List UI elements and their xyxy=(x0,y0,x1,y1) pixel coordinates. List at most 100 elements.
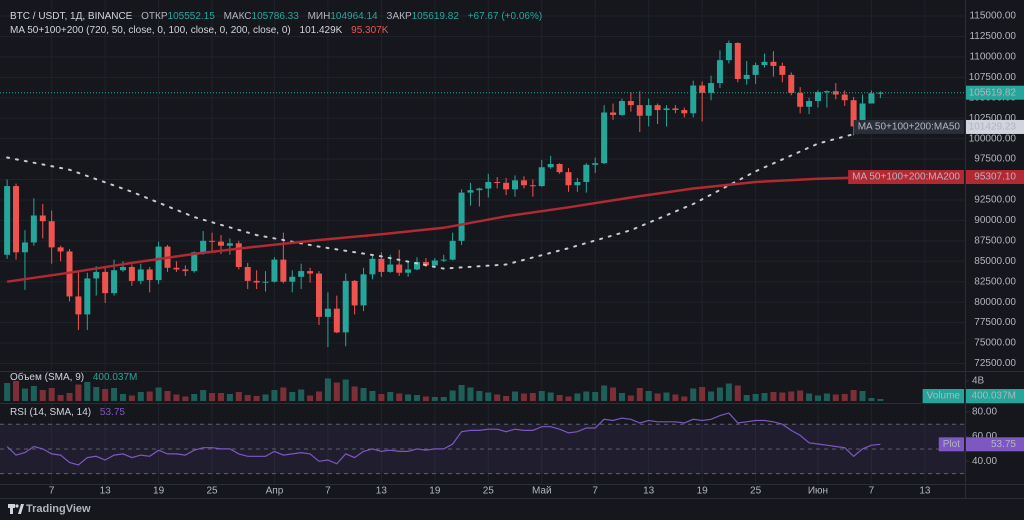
volume-bar xyxy=(636,388,643,401)
ma-name-label: MA 50+100+200:MA200 xyxy=(852,172,960,183)
rsi-title: RSI (14, SMA, 14) xyxy=(10,407,91,418)
volume-bar xyxy=(324,378,331,401)
candle-body xyxy=(75,296,82,315)
volume-bar xyxy=(583,391,590,401)
volume-bar xyxy=(681,396,688,401)
volume-value: 400.037M xyxy=(93,372,137,383)
volume-bar xyxy=(360,388,367,401)
ma-title: MA 50+100+200 (720, 50, close, 0, 100, c… xyxy=(10,25,291,36)
y-tick-label: 72500.00 xyxy=(974,358,1016,369)
y-tick-label: 85000.00 xyxy=(974,256,1016,267)
candle-body xyxy=(734,43,741,79)
candle-body xyxy=(752,65,759,75)
candle-body xyxy=(111,270,118,294)
x-tick-label: Май xyxy=(532,486,552,497)
volume-bar xyxy=(235,392,242,401)
candle-body xyxy=(200,240,207,253)
candle-body xyxy=(850,100,857,127)
volume-bar xyxy=(262,394,269,401)
volume-bar xyxy=(307,395,314,401)
volume-bar xyxy=(119,394,126,401)
volume-bar xyxy=(877,398,884,401)
x-tick-label: 19 xyxy=(697,486,709,497)
volume-bar xyxy=(512,391,519,401)
candle-body xyxy=(48,221,55,248)
close-label: ЗАКР xyxy=(386,11,412,22)
candle-body xyxy=(422,262,429,266)
candle-body xyxy=(253,280,260,283)
volume-bar xyxy=(217,393,224,401)
volume-bar xyxy=(137,392,144,401)
candle-body xyxy=(797,92,804,107)
y-tick-label: 97500.00 xyxy=(974,154,1016,165)
candle-body xyxy=(512,180,519,190)
y-tick-label: 87500.00 xyxy=(974,235,1016,246)
candle-body xyxy=(494,181,501,183)
labels-layer: 7 13 19 25 Апр 7 13 19 25 Май 7 13 19 25 Июн 7 13 72500.0… xyxy=(49,11,1024,497)
volume-bar xyxy=(699,387,706,401)
volume-bar xyxy=(378,394,385,401)
y-tick-label: 80000.00 xyxy=(974,297,1016,308)
volume-bar xyxy=(57,395,64,401)
open-value: 105552.15 xyxy=(168,11,216,22)
candle-body xyxy=(467,190,474,193)
volume-bar xyxy=(814,395,821,401)
volume-tick-label: 4B xyxy=(972,376,985,387)
x-tick-label: 25 xyxy=(750,486,762,497)
volume-bar xyxy=(253,396,260,401)
volume-bar xyxy=(788,391,795,401)
volume-bar xyxy=(520,393,527,401)
last-price-label: 105619.82 xyxy=(969,87,1017,98)
candle-body xyxy=(610,112,617,115)
candle-body xyxy=(21,242,28,253)
candle-body xyxy=(333,308,340,333)
volume-name-label: Volume xyxy=(927,391,961,402)
candle-body xyxy=(618,101,625,115)
volume-bar xyxy=(146,391,153,401)
x-tick-label: Июн xyxy=(808,486,828,497)
volume-bar xyxy=(405,394,412,401)
volume-bar xyxy=(440,397,447,401)
candle-body xyxy=(841,94,848,101)
candle-body xyxy=(351,280,358,306)
volume-bar xyxy=(725,383,732,401)
volume-bar xyxy=(111,388,118,401)
candle-body xyxy=(743,74,750,79)
candle-body xyxy=(235,243,242,267)
candle-body xyxy=(503,182,510,190)
candle-body xyxy=(520,180,527,186)
volume-bar xyxy=(832,394,839,401)
volume-bar xyxy=(823,393,830,401)
volume-bar xyxy=(200,390,207,401)
candle-body xyxy=(431,260,438,266)
candle-body xyxy=(342,280,349,333)
rsi-tick-label: 40.00 xyxy=(972,456,997,467)
ma-axis-label-box xyxy=(966,119,1024,134)
x-tick-label: 13 xyxy=(919,486,931,497)
candle-body xyxy=(761,61,768,66)
candle-body xyxy=(654,105,661,111)
candle-body xyxy=(788,74,795,93)
volume-bar xyxy=(21,388,28,401)
ma200-value: 95.307K xyxy=(351,25,389,36)
x-tick-label: 13 xyxy=(100,486,112,497)
volume-bar xyxy=(503,396,510,401)
symbol-title: BTC / USDT, 1Д, BINANCE xyxy=(10,11,133,22)
candle-body xyxy=(146,269,153,281)
candle-body xyxy=(859,103,866,127)
volume-bar xyxy=(396,393,403,401)
volume-bar xyxy=(182,396,189,401)
volume-bar xyxy=(761,393,768,401)
low-value: 104964.14 xyxy=(330,11,378,22)
volume-axis-label: 400.037M xyxy=(972,391,1016,402)
high-value: 105786.33 xyxy=(252,11,300,22)
candle-body xyxy=(209,240,216,242)
volume-bar xyxy=(627,395,634,401)
y-tick-label: 107500.00 xyxy=(969,72,1017,83)
volume-bar xyxy=(618,393,625,401)
volume-bar xyxy=(752,394,759,401)
close-value: 105619.82 xyxy=(412,11,460,22)
y-tick-label: 77500.00 xyxy=(974,317,1016,328)
